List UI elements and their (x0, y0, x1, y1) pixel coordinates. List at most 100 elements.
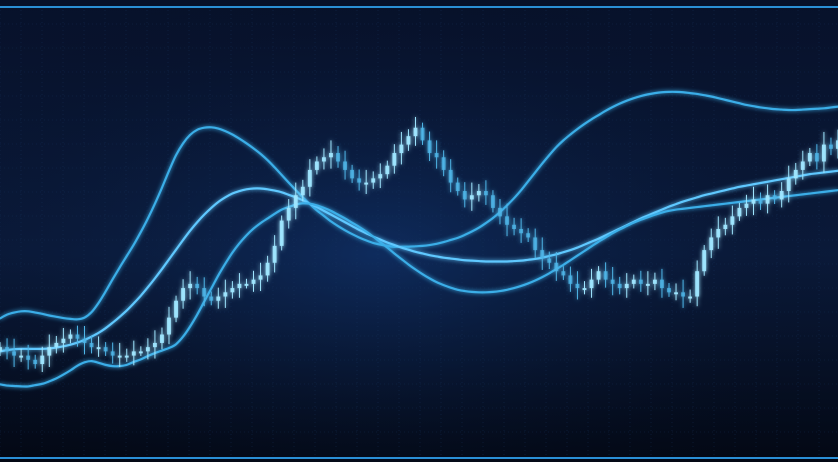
candle-body (751, 199, 756, 204)
candle-body (75, 334, 80, 339)
candle-body (702, 250, 707, 272)
candle-body (96, 347, 101, 350)
candle-body (533, 237, 538, 251)
candle-body (462, 191, 467, 200)
candle-body (89, 342, 94, 348)
candle-body (237, 283, 242, 289)
candle-body (174, 300, 178, 318)
candle-body (188, 283, 193, 289)
candle-body (343, 161, 347, 170)
candle-body (483, 191, 488, 196)
candle-body (427, 140, 432, 154)
candle-body (223, 292, 228, 297)
candle-body (610, 279, 615, 284)
candle-body (589, 279, 594, 289)
candle-body (512, 224, 516, 229)
candle-body (596, 271, 601, 280)
candle-body (12, 351, 17, 356)
candle-body (603, 271, 608, 280)
candle-body (371, 178, 376, 183)
candle-body (723, 224, 728, 229)
candle-body (378, 174, 383, 179)
candle-body (399, 144, 404, 154)
candle-body (117, 355, 122, 358)
candle-body (709, 237, 714, 251)
candle-body (821, 144, 826, 162)
candle-body (110, 351, 115, 356)
candle-body (561, 271, 566, 276)
candle-body (61, 338, 66, 343)
candle-body (5, 347, 9, 352)
candle-body (737, 207, 742, 217)
candle-body (814, 153, 819, 162)
candle-body (469, 195, 474, 200)
candle-body (82, 338, 87, 343)
candle-body (258, 275, 263, 280)
candle-body (568, 275, 573, 284)
candle-body (491, 195, 495, 208)
candle-body (554, 262, 559, 272)
candle-body (357, 178, 362, 183)
candle-body (230, 288, 235, 293)
candle-body (645, 283, 650, 286)
candle-body (216, 296, 221, 301)
candle-body (322, 157, 326, 162)
candle-body (181, 288, 186, 301)
candle-body (476, 191, 481, 196)
candle-body (667, 288, 671, 293)
candle-body (167, 317, 171, 335)
candle-body (279, 220, 284, 246)
candle-body (420, 127, 425, 141)
candle-body (441, 157, 446, 170)
candle-body (202, 288, 207, 297)
candle-body (160, 334, 164, 343)
candle-body (413, 127, 418, 137)
candle-body (744, 203, 749, 208)
candle-body (575, 283, 580, 289)
candle-body (800, 161, 805, 170)
candle-body (33, 359, 38, 365)
candle-body (617, 283, 622, 289)
candle-body (124, 355, 129, 358)
candle-body (145, 347, 150, 352)
candle-body (385, 165, 390, 175)
candle-body (681, 292, 686, 297)
candle-body (688, 296, 693, 299)
candle-body (103, 347, 108, 352)
candle-layer (0, 116, 838, 373)
candle-body (455, 182, 460, 192)
candle-body (526, 233, 531, 238)
candle-body (40, 355, 45, 365)
candle-body (582, 288, 587, 291)
candle-body (293, 195, 298, 208)
candle-body (638, 279, 643, 284)
candle-body (307, 169, 312, 187)
candle-body (772, 195, 777, 200)
candle-body (406, 136, 411, 145)
candle-body (547, 258, 552, 263)
candle-body (793, 169, 798, 179)
candle-body (836, 140, 838, 149)
candle-body (505, 216, 509, 225)
candle-body (364, 182, 369, 185)
candle-body (519, 229, 524, 234)
candle-body (0, 347, 2, 352)
candle-body (498, 207, 502, 217)
candle-body (336, 153, 340, 162)
bollinger-band-layer (0, 90, 838, 388)
candle-body (195, 283, 200, 289)
candle-body (26, 355, 31, 360)
candle-body (19, 355, 24, 358)
candle-body (209, 296, 214, 301)
candle-body (631, 279, 636, 284)
candle-body (131, 351, 136, 356)
candle-body (152, 342, 157, 348)
candle-body (730, 216, 735, 225)
candle-body (300, 186, 305, 196)
candle-body (624, 283, 629, 289)
candle-body (47, 347, 52, 356)
candle-body (329, 153, 333, 158)
